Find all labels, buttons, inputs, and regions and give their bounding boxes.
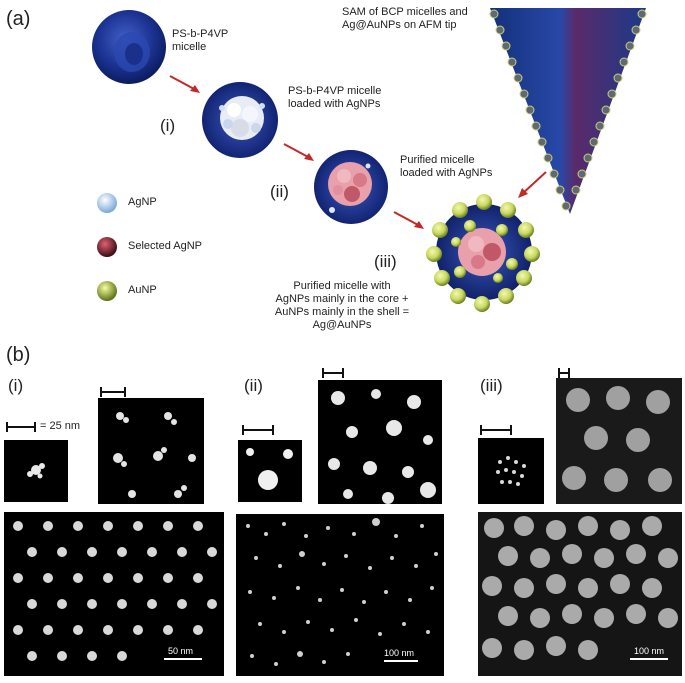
zoom-scale-bar-iii [558,368,570,378]
afm-tip-illustration [486,4,652,220]
caption-afm-tip: SAM of BCP micelles and Ag@AuNPs on AFM … [342,6,468,31]
tem-image-iii: 100 nm [478,512,682,676]
step-label-iii: (iii) [374,252,397,271]
step-label-ii: (ii) [270,182,289,201]
purified-micelle-illustration [312,148,390,226]
main-scale-bar-i [164,658,202,660]
arrow-step-ii [282,142,318,164]
panel-b-label: (b) [6,344,31,366]
caption-empty-micelle: PS-b-P4VP micelle [172,28,229,53]
column-label-i: (i) [8,376,24,395]
tem-zoom-i [98,398,204,504]
tem-inset-i [4,440,68,502]
main-scale-bar-iii [630,658,668,660]
zoom-scale-bar-ii [322,368,344,378]
column-label-ii: (ii) [244,376,263,395]
main-scale-bar-ii [384,660,418,662]
main-scale-label-ii: 100 nm [384,648,415,658]
arrow-to-tip [514,170,550,200]
caption-purified-micelle: Purified micelle loaded with AgNPs [400,154,493,179]
ag-au-micelle-illustration [420,182,548,322]
loaded-micelle-illustration [200,80,280,160]
main-scale-label-iii: 100 nm [634,646,665,656]
arrow-step-i [168,74,204,96]
legend-agnp-label: AgNP [128,196,157,208]
inset-scale-label-i: = 25 nm [40,420,81,432]
legend-aunp-swatch [96,280,118,302]
inset-scale-bar-i [6,422,36,432]
step-label-i: (i) [160,116,176,135]
legend-agnp-swatch [96,192,118,214]
main-scale-label-i: 50 nm [168,646,194,656]
tem-image-ii: 100 nm [236,514,444,676]
panel-a-label: (a) [6,8,31,30]
caption-ag-au-micelle: Purified micelle with AgNPs mainly in th… [274,280,410,331]
column-label-iii: (iii) [480,376,503,395]
inset-scale-bar-iii [480,425,512,435]
tem-inset-ii [238,440,302,502]
zoom-scale-bar-i [100,387,126,397]
empty-micelle-illustration [90,8,168,86]
legend-selected-agnp-label: Selected AgNP [128,240,202,252]
caption-loaded-micelle: PS-b-P4VP micelle loaded with AgNPs [288,85,382,110]
inset-scale-bar-ii [242,425,274,435]
tem-zoom-ii [318,380,442,504]
legend-aunp-label: AuNP [128,284,157,296]
arrow-step-iii [392,210,428,232]
tem-image-i: 50 nm [4,512,224,676]
tem-zoom-iii [556,378,682,504]
legend-selected-agnp-swatch [96,236,118,258]
tem-inset-iii [478,438,544,504]
